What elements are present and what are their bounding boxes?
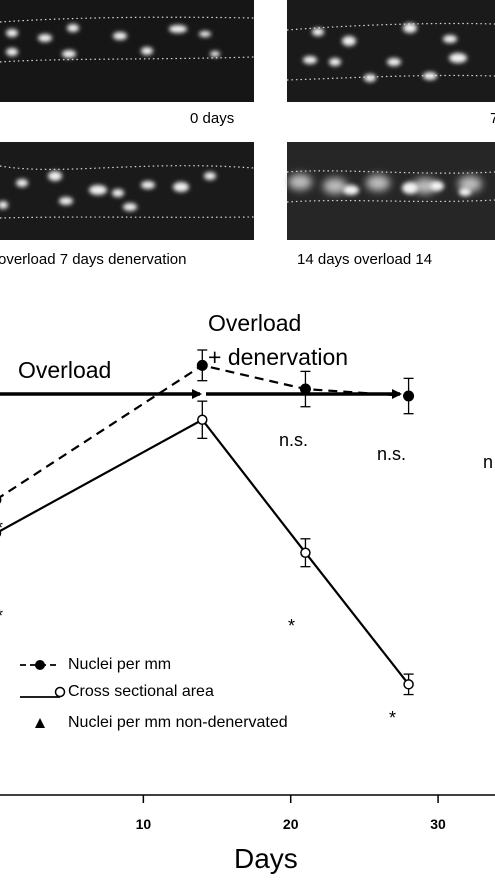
plot-area: 0102030 [0,349,495,832]
phase-overload-denervation-line1: Overload [208,310,301,336]
legend-marker-nuclei [35,660,45,670]
data-point-0-0 [0,495,2,504]
sig-star-day0-top: * [0,518,3,538]
micrograph-caption-3: overload 7 days denervation [0,251,186,268]
sig-ns-day28: n.s. [377,444,406,464]
sig-star-day21: * [288,616,295,636]
x-tick-label-3: 30 [430,816,446,832]
micrograph-caption-4: 14 days overload 14 [297,251,432,268]
series-points [0,349,415,696]
data-point-1-2 [300,547,311,558]
data-point-0-2 [299,383,311,395]
micrograph-top-left [0,0,255,102]
sig-ns-nondenervated: n [483,452,493,472]
x-ticks: 0102030 [0,795,446,832]
legend-marker-csa [54,686,66,698]
legend-label-nondenervated: Nuclei per mm non-denervated [68,714,288,731]
x-tick-label-1: 10 [136,816,152,832]
sig-star-day28: * [389,708,396,728]
data-point-1-0 [0,529,2,537]
series-lines [0,364,410,686]
sig-ns-day21: n.s. [279,430,308,450]
data-point-1-1 [197,414,208,425]
data-point-1-3 [403,679,414,690]
micrograph-caption-2: 7 [490,110,495,127]
legend: Nuclei per mm Cross sectional area Nucle… [20,656,288,731]
phase-overload-label: Overload [18,357,111,383]
x-axis-title: Days [234,843,298,874]
phase-overload-denervation-line2: + denervation [208,344,348,370]
legend-marker-nondenervated [35,718,45,728]
x-tick-label-2: 20 [283,816,299,832]
data-point-0-3 [403,390,415,402]
micrograph-top-right [286,0,495,102]
legend-label-nuclei: Nuclei per mm [68,656,171,673]
data-point-0-1 [196,359,208,371]
series-line-0 [0,364,409,499]
series-line-1 [0,418,410,686]
legend-label-csa: Cross sectional area [68,683,214,700]
sig-star-day0-bottom: * [0,606,3,626]
micrograph-bottom-left [0,142,255,240]
micrograph-caption-1: 0 days [190,110,234,127]
micrograph-bottom-right [286,142,495,240]
